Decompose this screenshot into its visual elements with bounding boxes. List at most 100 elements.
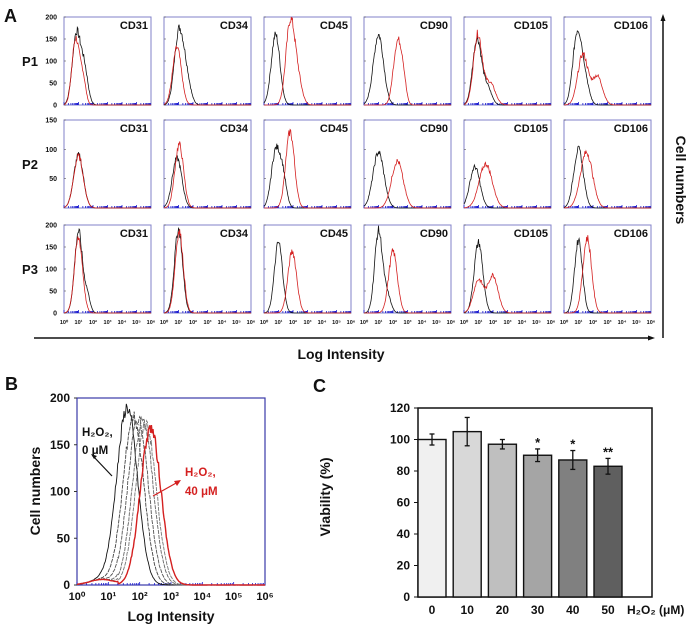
plot-frame xyxy=(163,119,252,209)
y-tick-label: 20 xyxy=(397,559,411,573)
y-tick-label: 100 xyxy=(45,59,57,66)
x-tick-label: 10¹ xyxy=(75,319,83,326)
marker-histogram xyxy=(364,158,451,209)
x-tick-label: 10¹ xyxy=(275,319,283,326)
marker-label: CD34 xyxy=(220,123,249,135)
x-tick-label: 10² xyxy=(132,591,148,603)
marker-label: CD90 xyxy=(420,20,448,32)
significance-marker: ** xyxy=(603,444,614,459)
x-tick-label: 10⁶ xyxy=(147,320,156,326)
x-tick-label: 10³ xyxy=(204,319,212,326)
x-tick-label: 10⁴ xyxy=(118,320,127,326)
marker-label: CD106 xyxy=(614,228,648,240)
marker-histogram xyxy=(264,249,351,314)
x-tick-label: 10³ xyxy=(104,319,112,326)
annotation-arrow xyxy=(92,455,113,477)
plot-frame xyxy=(263,224,352,314)
y-tick-label: 150 xyxy=(45,37,57,44)
x-tick-label: 10⁵ xyxy=(225,591,242,603)
marker-histogram xyxy=(364,248,451,314)
y-tick-label: 40 xyxy=(397,527,411,541)
bar xyxy=(417,438,447,598)
significance-marker: * xyxy=(570,437,576,452)
marker-label: CD34 xyxy=(220,20,249,32)
significance-marker: * xyxy=(535,435,541,450)
x-tick-label: 10¹ xyxy=(575,319,583,326)
x-tick-label: 10³ xyxy=(163,591,179,603)
y-tick-label: 150 xyxy=(45,118,57,125)
histogram-cd31-p1: CD31 xyxy=(63,16,152,106)
viability-bar-chart: 0 20 40 60 80 100 120 0 10 20 * 30 * 40 ** 50 H₂O₂ (μM) xyxy=(390,401,684,617)
plot-frame xyxy=(163,224,252,314)
y-tick-label: 80 xyxy=(397,464,411,478)
marker-histogram xyxy=(63,35,151,106)
x-tick-label: 10⁶ xyxy=(447,320,456,326)
plot-frame xyxy=(263,119,352,209)
x-tick-label: 10⁵ xyxy=(132,320,141,326)
histogram-cd31-p2: CD31 xyxy=(63,119,152,209)
marker-label: CD45 xyxy=(320,20,348,32)
marker-histogram xyxy=(564,235,651,314)
x-tick-label: 10⁵ xyxy=(632,320,641,326)
marker-histogram xyxy=(164,229,251,314)
histogram-cd45-p1: CD45 xyxy=(263,16,352,106)
x-tick-label: 10⁰ xyxy=(460,319,469,326)
x-tick-label: 10² xyxy=(89,319,97,326)
y-tick-label: 100 xyxy=(45,267,57,274)
bar xyxy=(593,465,623,598)
x-tick-label: 10 xyxy=(461,603,475,617)
marker-histogram xyxy=(264,128,351,209)
plot-frame xyxy=(63,119,152,209)
x-axis-title: Log Intensity xyxy=(297,346,384,362)
marker-label: CD106 xyxy=(614,123,648,135)
marker-label: CD45 xyxy=(320,228,348,240)
y-tick-label: 0 xyxy=(63,578,70,592)
y-axis-title: Viability (%) xyxy=(317,457,333,536)
panel-label-c: C xyxy=(313,376,326,396)
marker-histogram xyxy=(464,161,551,209)
marker-label: CD90 xyxy=(420,123,448,135)
histogram-series xyxy=(77,411,266,586)
marker-label: CD90 xyxy=(420,228,448,240)
arrowhead-icon xyxy=(91,454,97,459)
marker-label: CD31 xyxy=(120,123,148,135)
y-tick-label: 50 xyxy=(49,176,57,183)
marker-histogram xyxy=(264,16,351,106)
x-tick-label: 10¹ xyxy=(475,319,483,326)
row-label: P1 xyxy=(22,54,38,69)
x-tick-label: 10¹ xyxy=(100,591,116,603)
histogram-cd34-p2: CD34 xyxy=(163,119,252,209)
y-tick-label: 200 xyxy=(45,15,57,22)
marker-label: CD106 xyxy=(614,20,648,32)
x-tick-label: 10¹ xyxy=(375,319,383,326)
y-tick-label: 60 xyxy=(397,496,411,510)
marker-label: CD34 xyxy=(220,228,249,240)
plot-frame xyxy=(363,224,452,314)
x-axis-title: Log Intensity xyxy=(127,608,214,624)
arrowhead-icon xyxy=(648,335,655,341)
x-tick-label: 10³ xyxy=(604,319,612,326)
histogram-cd45-p3: CD45 10⁰ 10¹ 10² 10³ 10⁴ 10⁵ 10⁶ xyxy=(260,224,356,326)
marker-label: CD105 xyxy=(514,20,548,32)
annotation-arrow xyxy=(152,481,179,497)
x-tick-label: 10⁶ xyxy=(247,320,256,326)
x-tick-label: 10⁴ xyxy=(318,320,327,326)
x-tick-label: 10⁰ xyxy=(360,319,369,326)
plot-frame xyxy=(463,16,552,106)
x-tick-label: 10² xyxy=(189,319,197,326)
histogram-cd90-p2: CD90 xyxy=(363,119,452,209)
row-label: P3 xyxy=(22,262,38,277)
histogram-cd34-p3: CD34 10⁰ 10¹ 10² 10³ 10⁴ 10⁵ 10⁶ xyxy=(160,224,256,326)
histogram-cd90-p1: CD90 xyxy=(363,16,452,106)
annotation-0um-line1: H₂O₂, xyxy=(82,427,113,439)
plot-frame xyxy=(563,119,652,209)
histogram-cd106-p3: CD106 10⁰ 10¹ 10² 10³ 10⁴ 10⁵ 10⁶ xyxy=(560,224,656,326)
histogram-series xyxy=(77,425,266,586)
plot-frame xyxy=(363,119,452,209)
x-tick-label: 10⁵ xyxy=(332,320,341,326)
y-tick-label: 0 xyxy=(53,103,57,110)
x-tick-label: 10⁶ xyxy=(347,320,356,326)
marker-histogram xyxy=(564,52,651,106)
y-tick-label: 100 xyxy=(45,147,57,154)
